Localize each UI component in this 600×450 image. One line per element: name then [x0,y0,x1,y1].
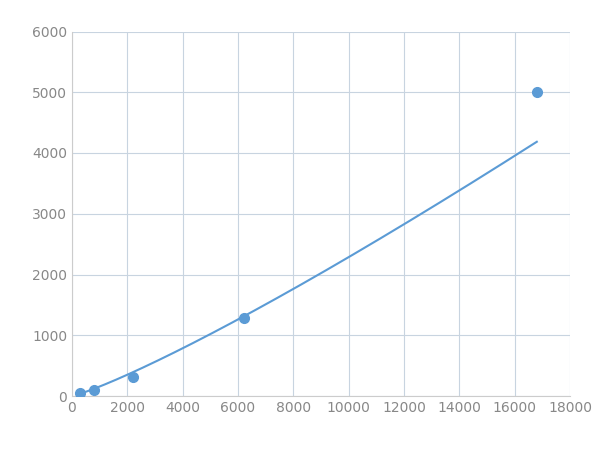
Point [239,315,248,322]
Point [76,389,85,396]
Point [89,386,99,393]
Point [128,374,137,381]
Point [532,89,542,96]
